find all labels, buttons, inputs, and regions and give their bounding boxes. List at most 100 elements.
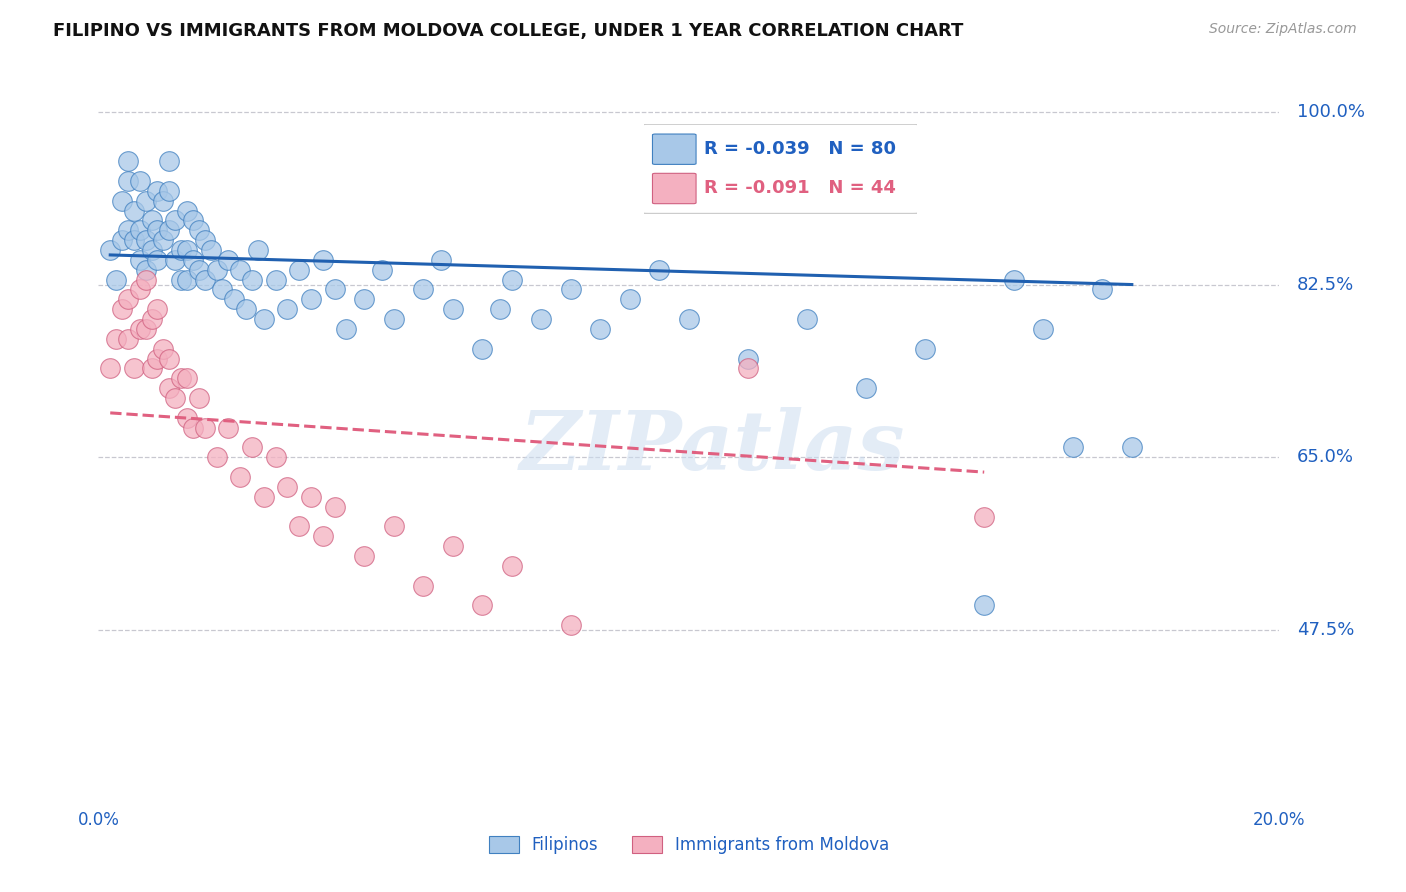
Point [382, 312, 405, 326]
Point [855, 381, 877, 395]
Point [117, 174, 139, 188]
Point [128, 223, 150, 237]
Point [441, 539, 464, 553]
Point [157, 381, 180, 395]
Point [589, 322, 612, 336]
Point [737, 361, 759, 376]
Point [1091, 283, 1114, 297]
Point [128, 283, 150, 297]
Text: 82.5%: 82.5% [1298, 276, 1354, 293]
Point [141, 312, 163, 326]
Text: FILIPINO VS IMMIGRANTS FROM MOLDOVA COLLEGE, UNDER 1 YEAR CORRELATION CHART: FILIPINO VS IMMIGRANTS FROM MOLDOVA COLL… [53, 22, 963, 40]
Point [157, 184, 180, 198]
Point [146, 223, 169, 237]
Text: Source: ZipAtlas.com: Source: ZipAtlas.com [1209, 22, 1357, 37]
Point [253, 490, 276, 504]
Point [135, 272, 157, 286]
Point [973, 509, 995, 524]
Point [288, 519, 311, 533]
Point [246, 243, 269, 257]
Point [194, 420, 217, 434]
Point [217, 420, 239, 434]
Point [1032, 322, 1054, 336]
Point [276, 302, 298, 317]
Point [146, 302, 169, 317]
Point [170, 371, 193, 385]
Point [135, 262, 157, 277]
Point [619, 293, 641, 307]
Text: R = -0.091   N = 44: R = -0.091 N = 44 [704, 179, 896, 197]
Point [141, 243, 163, 257]
Text: R = -0.039   N = 80: R = -0.039 N = 80 [704, 140, 896, 158]
Point [264, 450, 287, 465]
Point [152, 342, 174, 356]
Point [648, 262, 671, 277]
Point [678, 312, 700, 326]
Point [98, 243, 121, 257]
Point [224, 293, 246, 307]
Point [323, 500, 346, 514]
Point [135, 322, 157, 336]
Point [165, 213, 187, 227]
Legend: Filipinos, Immigrants from Moldova: Filipinos, Immigrants from Moldova [482, 830, 896, 861]
Point [152, 233, 174, 247]
Point [229, 262, 252, 277]
Point [323, 283, 346, 297]
Point [170, 243, 193, 257]
Point [335, 322, 357, 336]
Point [371, 262, 394, 277]
FancyBboxPatch shape [652, 173, 696, 203]
Point [1121, 441, 1143, 455]
Point [441, 302, 464, 317]
Point [135, 194, 157, 208]
Point [122, 203, 145, 218]
Point [128, 322, 150, 336]
Point [105, 272, 128, 286]
Point [560, 283, 582, 297]
Point [430, 252, 453, 267]
Point [489, 302, 512, 317]
Point [471, 599, 494, 613]
Text: 47.5%: 47.5% [1298, 621, 1354, 639]
Point [181, 252, 204, 267]
Point [146, 351, 169, 366]
Text: 100.0%: 100.0% [1298, 103, 1365, 120]
Point [176, 203, 198, 218]
Point [194, 233, 217, 247]
Point [141, 361, 163, 376]
Point [157, 351, 180, 366]
Point [240, 441, 263, 455]
Point [501, 558, 523, 573]
Point [264, 272, 287, 286]
Point [152, 194, 174, 208]
Point [973, 599, 995, 613]
Point [135, 233, 157, 247]
Point [235, 302, 257, 317]
Point [176, 243, 198, 257]
Point [501, 272, 523, 286]
Point [187, 391, 209, 405]
Point [176, 410, 198, 425]
Point [117, 154, 139, 169]
Point [276, 480, 298, 494]
Point [312, 252, 335, 267]
Point [187, 223, 209, 237]
Point [737, 351, 759, 366]
Point [240, 272, 263, 286]
Point [200, 243, 222, 257]
Point [128, 174, 150, 188]
Point [253, 312, 276, 326]
Text: 65.0%: 65.0% [1298, 449, 1354, 467]
Point [111, 233, 134, 247]
FancyBboxPatch shape [652, 134, 696, 164]
Point [530, 312, 553, 326]
Point [117, 223, 139, 237]
Point [353, 549, 375, 563]
Point [122, 233, 145, 247]
Point [146, 184, 169, 198]
Point [122, 361, 145, 376]
Point [412, 283, 434, 297]
Point [157, 223, 180, 237]
Point [382, 519, 405, 533]
Point [205, 262, 228, 277]
